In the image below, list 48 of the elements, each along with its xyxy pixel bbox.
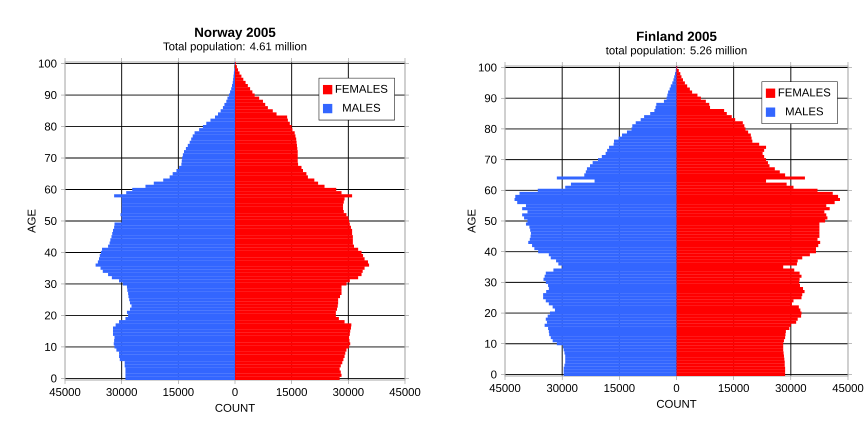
x-axis-title: COUNT [656,400,696,408]
x-tick-label: 15000 [163,388,194,396]
y-tick-label: 40 [484,248,497,256]
y-axis-title: AGE [28,210,36,233]
legend-label: MALES [343,104,380,112]
y-tick-label: 50 [44,216,57,225]
y-tick-label: 100 [38,60,57,68]
y-tick-label: 30 [484,278,497,286]
y-tick-label: 40 [44,248,57,256]
x-tick-label: 0 [232,388,238,396]
chart-title: Norway 2005 [195,28,276,40]
y-tick-label: 70 [484,156,497,164]
x-tick-label: 30000 [776,384,806,392]
x-axis-title: COUNT [215,404,255,412]
y-tick-label: 10 [45,342,57,351]
y-tick-label: 20 [484,309,497,318]
y-axis-title: AGE [468,210,476,233]
y-tick-label: 80 [484,124,497,133]
legend-label: MALES [786,107,824,116]
x-tick-label: 45000 [389,388,420,396]
y-tick-label: 90 [44,91,57,100]
x-tick-label: 15000 [604,384,635,392]
x-tick-label: 30000 [546,384,578,392]
y-tick-label: 80 [44,122,57,131]
y-tick-label: 20 [44,311,57,320]
y-tick-label: 50 [484,216,497,225]
y-tick-label: 60 [484,186,497,194]
y-tick-label: 30 [44,280,57,288]
y-tick-label: 0 [491,370,497,378]
y-tick-label: 70 [44,154,57,162]
x-tick-label: 45000 [50,388,80,396]
x-tick-label: 15000 [718,384,749,392]
x-tick-label: 45000 [832,384,864,392]
y-tick-label: 60 [44,186,57,194]
x-tick-label: 30000 [333,388,364,396]
y-tick-label: 100 [478,64,497,72]
x-tick-label: 0 [674,384,680,392]
x-tick-label: 15000 [276,388,307,396]
y-tick-label: 10 [485,340,497,348]
legend-label: FEMALES [778,88,830,96]
x-tick-label: 45000 [490,384,520,392]
y-tick-label: 90 [484,94,497,102]
chart-subtitle: Total population: 4.61 million [163,42,306,53]
chart-subtitle: total population: 5.26 million [606,46,747,57]
y-tick-label: 0 [51,374,57,382]
chart-title: Finland 2005 [637,31,717,42]
x-tick-label: 30000 [106,388,137,396]
legend-label: FEMALES [336,84,388,93]
